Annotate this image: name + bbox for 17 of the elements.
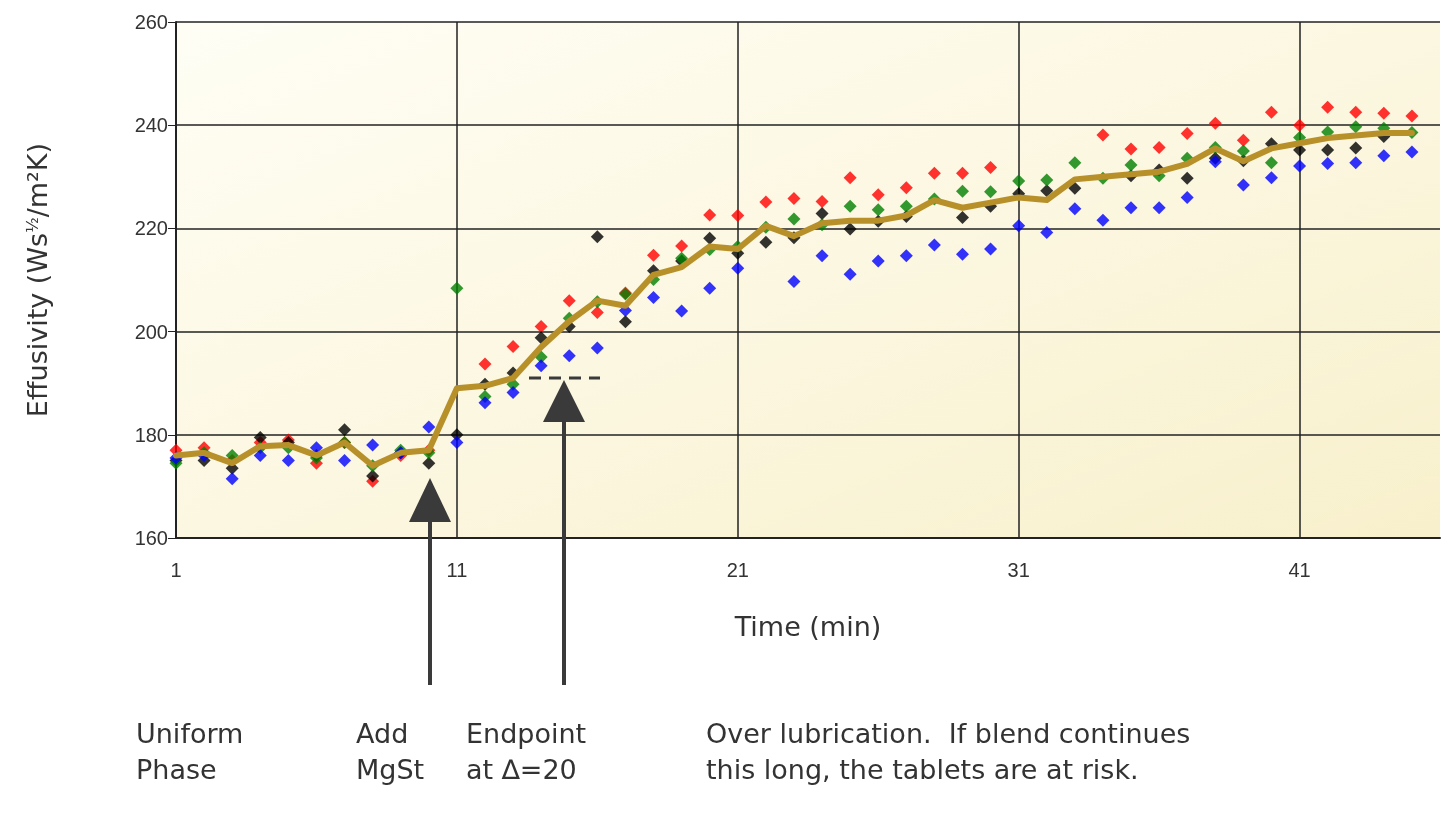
x-tick-label: 11 bbox=[446, 559, 468, 581]
y-tick-label: 160 bbox=[134, 527, 168, 549]
y-tick-label: 240 bbox=[134, 114, 168, 137]
y-axis-title: Effusivity (Ws½/m²K) bbox=[22, 142, 53, 418]
y-tick-label: 220 bbox=[134, 217, 168, 240]
text: Over lubrication. If blend continues this long, the tablets are at risk. bbox=[706, 717, 1191, 787]
y-tick-label: 180 bbox=[134, 423, 168, 446]
x-tick-label: 21 bbox=[726, 559, 749, 581]
x-tick-label: 31 bbox=[1007, 559, 1030, 581]
text: Endpoint at ∆=20 bbox=[466, 717, 587, 787]
y-tick-label: 200 bbox=[134, 320, 168, 343]
x-tick-label: 1 bbox=[170, 559, 182, 581]
y-tick-label: 260 bbox=[134, 11, 168, 33]
text: Uniform Phase bbox=[136, 717, 244, 787]
text: Add MgSt bbox=[356, 717, 425, 787]
x-axis-title: Time (min) bbox=[733, 611, 882, 642]
x-tick-label: 41 bbox=[1288, 559, 1311, 581]
